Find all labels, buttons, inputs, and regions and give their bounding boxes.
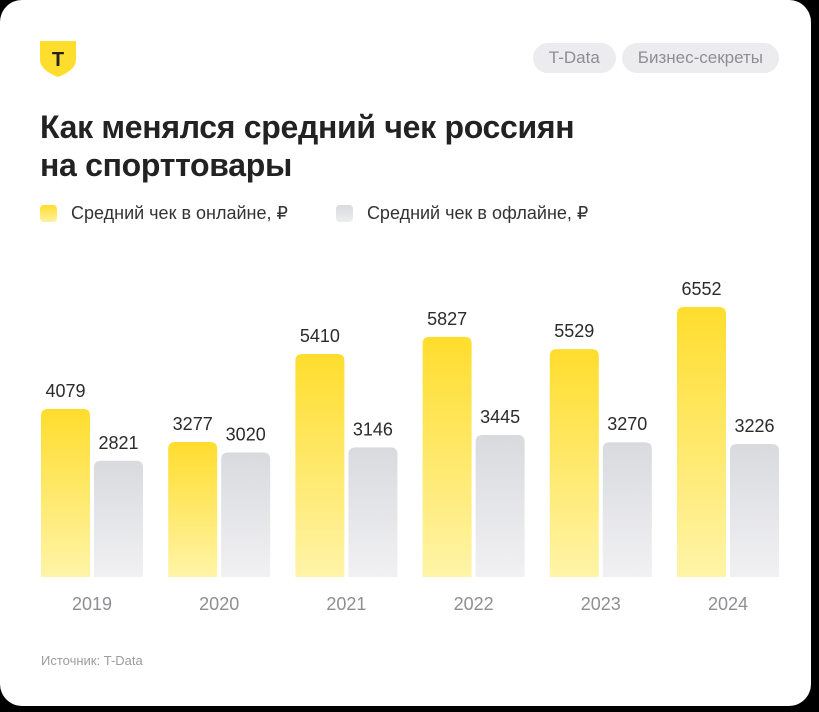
value-label-offline-2021: 3146 — [353, 419, 393, 439]
bar-online-2022 — [422, 336, 472, 577]
value-label-offline-2019: 2821 — [98, 433, 138, 453]
x-tick-label-2023: 2023 — [581, 594, 621, 614]
logo-letter: Т — [52, 49, 64, 71]
value-label-online-2019: 4079 — [45, 381, 85, 401]
tag-list: T-Data Бизнес-секреты — [532, 43, 779, 73]
bar-online-2024 — [677, 307, 726, 577]
bar-offline-2020 — [221, 452, 271, 577]
bar-offline-2024 — [730, 444, 779, 577]
x-tick-label-2024: 2024 — [708, 594, 748, 614]
bar-offline-2021 — [348, 447, 398, 577]
x-tick-label-2019: 2019 — [72, 594, 112, 614]
value-label-online-2022: 5827 — [427, 309, 467, 329]
bar-online-2020 — [168, 441, 218, 577]
bar-online-2021 — [295, 354, 345, 577]
value-label-offline-2020: 3020 — [226, 425, 266, 445]
value-label-offline-2022: 3445 — [480, 407, 520, 427]
x-tick-label-2022: 2022 — [454, 594, 494, 614]
value-label-online-2021: 5410 — [300, 326, 340, 346]
value-label-online-2020: 3277 — [173, 414, 213, 434]
bar-online-2023 — [549, 349, 599, 577]
legend-swatch-online — [40, 205, 57, 222]
tbank-logo-icon: Т — [40, 41, 76, 77]
x-tick-label-2020: 2020 — [199, 594, 239, 614]
legend-label-offline: Средний чек в офлайне, ₽ — [366, 203, 589, 223]
chart-legend: Средний чек в онлайне, ₽ Средний чек в о… — [40, 203, 588, 224]
value-label-offline-2023: 3270 — [607, 414, 647, 434]
value-label-online-2023: 5529 — [554, 321, 594, 341]
value-label-online-2024: 6552 — [681, 279, 721, 299]
chart-title: Как менялся средний чек россиян на спорт… — [40, 109, 575, 183]
tag-business-secrets[interactable]: Бизнес-секреты — [621, 43, 779, 73]
legend-label-online: Средний чек в онлайне, ₽ — [71, 203, 288, 223]
legend-swatch-offline — [335, 205, 353, 222]
value-label-offline-2024: 3226 — [734, 416, 774, 436]
bar-online-2019 — [41, 408, 90, 577]
bar-offline-2022 — [475, 435, 525, 577]
bar-offline-2023 — [602, 442, 652, 577]
source-note: Источник: T-Data — [41, 653, 143, 668]
legend-item-online: Средний чек в онлайне, ₽ — [40, 203, 288, 224]
bar-offline-2019 — [94, 460, 143, 577]
x-tick-label-2021: 2021 — [326, 594, 366, 614]
tag-tdata[interactable]: T-Data — [532, 43, 616, 73]
legend-item-offline: Средний чек в офлайне, ₽ — [335, 203, 589, 224]
